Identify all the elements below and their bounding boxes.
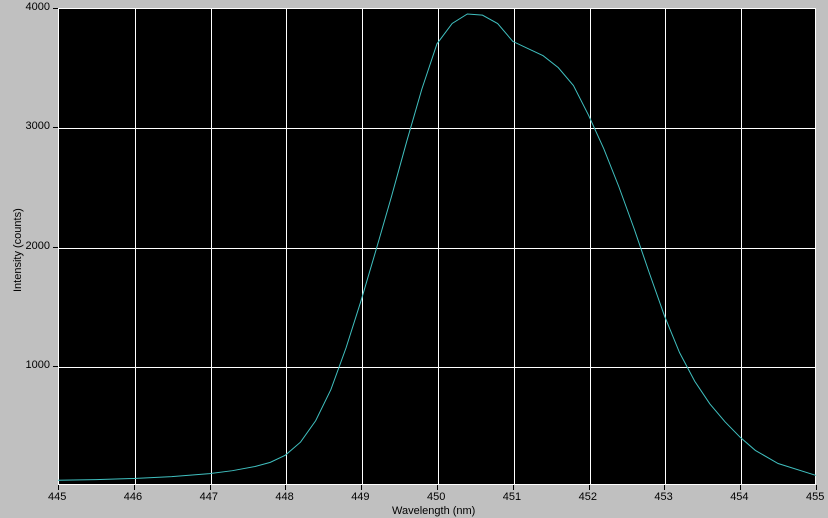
grid-line-vertical [741, 9, 742, 484]
y-tick [53, 8, 58, 9]
grid-line-vertical [438, 9, 439, 484]
y-tick [53, 247, 58, 248]
x-tick [58, 485, 59, 490]
x-tick-label: 445 [48, 491, 66, 503]
grid-line-horizontal [59, 128, 815, 129]
x-tick-label: 450 [427, 491, 445, 503]
x-tick [664, 485, 665, 490]
grid-line-vertical [286, 9, 287, 484]
x-tick [285, 485, 286, 490]
grid-line-horizontal [59, 367, 815, 368]
y-tick-label: 4000 [26, 1, 50, 13]
x-axis-label: Wavelength (nm) [392, 505, 475, 517]
y-tick-label: 3000 [26, 120, 50, 132]
grid-line-vertical [362, 9, 363, 484]
x-tick [816, 485, 817, 490]
grid-line-horizontal [59, 248, 815, 249]
x-tick [589, 485, 590, 490]
x-tick-label: 455 [806, 491, 824, 503]
x-tick-label: 446 [124, 491, 142, 503]
x-tick [740, 485, 741, 490]
grid-line-vertical [135, 9, 136, 484]
y-tick [53, 366, 58, 367]
spectrum-chart: Intensity (counts) Wavelength (nm) 445 44… [0, 0, 828, 518]
plot-area [58, 8, 816, 485]
y-tick [53, 127, 58, 128]
x-tick-label: 453 [654, 491, 672, 503]
y-tick-label: 2000 [26, 240, 50, 252]
x-tick [361, 485, 362, 490]
grid-line-vertical [590, 9, 591, 484]
x-tick [513, 485, 514, 490]
y-axis-label: Intensity (counts) [12, 208, 24, 292]
x-tick-label: 454 [730, 491, 748, 503]
x-tick [210, 485, 211, 490]
grid-line-vertical [211, 9, 212, 484]
x-tick-label: 449 [351, 491, 369, 503]
x-tick-label: 451 [503, 491, 521, 503]
grid-line-vertical [514, 9, 515, 484]
x-tick [134, 485, 135, 490]
x-tick-label: 447 [200, 491, 218, 503]
x-tick-label: 448 [275, 491, 293, 503]
y-tick-label: 1000 [26, 359, 50, 371]
grid-line-vertical [665, 9, 666, 484]
x-tick [437, 485, 438, 490]
x-tick-label: 452 [579, 491, 597, 503]
